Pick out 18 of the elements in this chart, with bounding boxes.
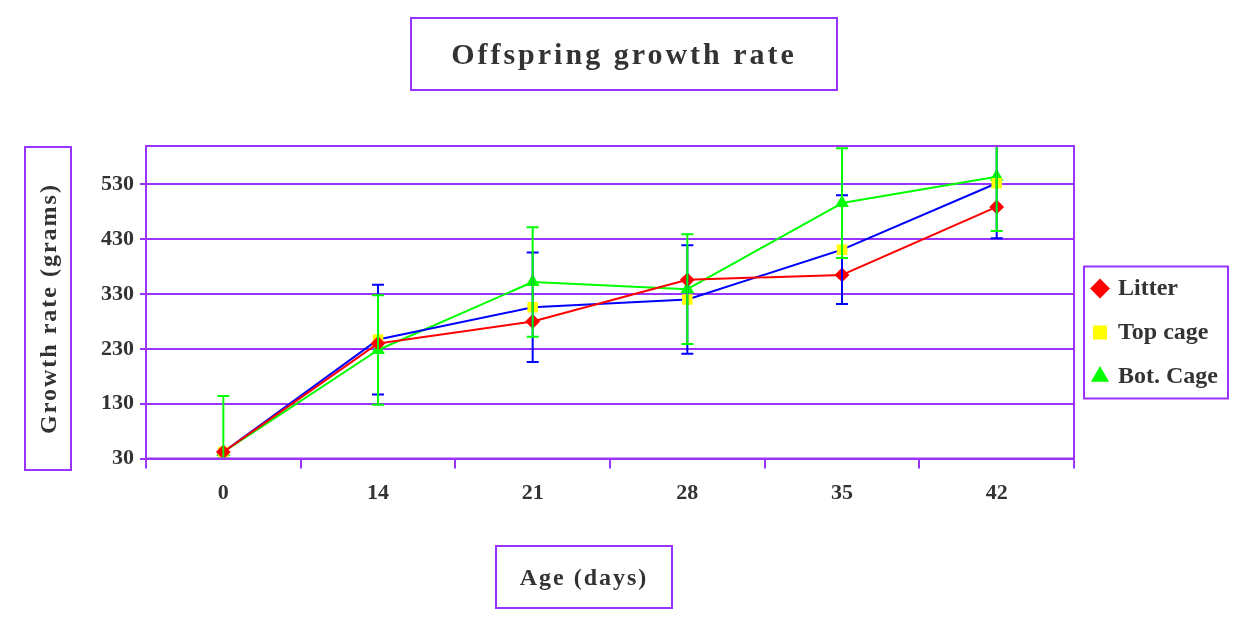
x-tick-label: 14: [367, 479, 389, 505]
y-tick-label: 230: [101, 334, 134, 360]
legend-label: Litter: [1118, 273, 1179, 300]
x-tick-label: 28: [676, 479, 699, 505]
y-tick-label: 430: [101, 224, 134, 250]
legend-label: Bot. Cage: [1118, 361, 1219, 388]
x-tick-label: 42: [985, 479, 1008, 505]
chart-title: Offspring growth rate: [410, 17, 838, 91]
y-tick-label: 530: [101, 170, 134, 196]
y-tick-label: 330: [101, 279, 134, 305]
x-tick-label: 0: [217, 479, 229, 505]
y-axis-title: Growth rate (grams): [34, 183, 62, 434]
x-tick-label: 21: [521, 479, 544, 505]
legend-label: Top cage: [1118, 317, 1209, 344]
x-axis-title: Age (days): [495, 545, 673, 609]
y-tick-label: 130: [101, 389, 134, 415]
y-tick-label: 30: [112, 444, 134, 470]
x-tick-label: 35: [831, 479, 854, 505]
